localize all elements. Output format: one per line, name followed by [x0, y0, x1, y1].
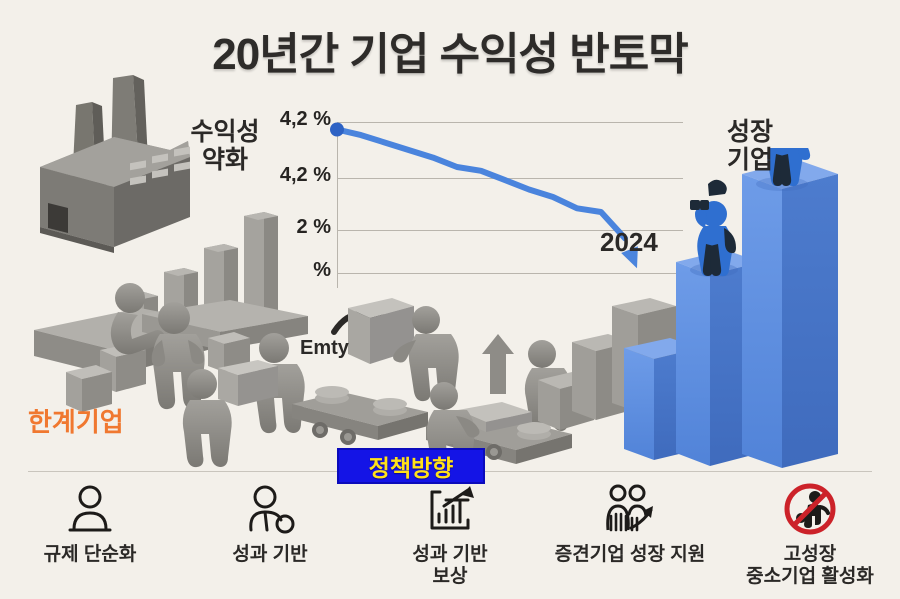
- two-people-growth-icon: [599, 482, 661, 538]
- y-tick-2: 2 %: [296, 216, 331, 239]
- y-tick-1: 4,2 %: [279, 164, 331, 187]
- up-arrow-icon: [482, 334, 514, 394]
- empty-label: Emty: [300, 337, 349, 359]
- policy-item-high-growth-sme[interactable]: 고성장 중소기업 활성화: [720, 482, 900, 588]
- prohibition-person-icon: [782, 482, 838, 538]
- chart-y-axis: [337, 122, 338, 288]
- policy-item-regulation-simplification[interactable]: 규제 단순화: [0, 482, 180, 566]
- profitability-line-chart: 4,2 % 4,2 % 2 % %: [280, 108, 683, 288]
- bar-chart-arrow-up-icon: [422, 482, 478, 538]
- y-tick-0: 4,2 %: [279, 108, 331, 131]
- conveyor-scene: [292, 298, 572, 472]
- person-with-ball-icon: [243, 482, 297, 538]
- policy-item-label: 고성장 중소기업 활성화: [746, 544, 874, 587]
- policy-direction-banner: 정책방향: [337, 448, 485, 484]
- policy-item-label: 성과 기반: [232, 544, 308, 565]
- y-tick-3: %: [313, 259, 331, 282]
- policy-items-row: 규제 단순화 성과 기반: [0, 482, 900, 597]
- gridline-3: 2 %: [297, 216, 683, 238]
- growth-company-label: 성장 기업: [726, 118, 773, 174]
- policy-item-label: 성과 기반 보상: [412, 544, 488, 587]
- marginal-company-label: 한계기업: [28, 407, 124, 437]
- policy-item-midsize-growth-support[interactable]: 증견기업 성장 지원: [540, 482, 720, 566]
- person-icon: [65, 482, 115, 538]
- policy-item-label: 증견기업 성장 지원: [554, 544, 706, 565]
- blue-bar-tall: [742, 160, 838, 468]
- growth-bars-illustration: [538, 148, 838, 468]
- series-arrowhead: [621, 246, 638, 269]
- profitability-decline-label: 수익성 약화: [190, 118, 260, 174]
- series-start-marker: [330, 122, 344, 137]
- conveyor-belt: [292, 386, 428, 445]
- worker-scene-left: [34, 283, 308, 468]
- figure-with-lightbulb: [756, 148, 811, 191]
- gridline-2: 4,2 %: [280, 164, 683, 186]
- policy-item-performance-based[interactable]: 성과 기반: [180, 482, 360, 566]
- factory-illustration: [40, 75, 190, 253]
- chart-line-series: [330, 122, 638, 269]
- year-annotation: 2024: [600, 227, 658, 257]
- series-polyline: [334, 126, 628, 242]
- gridline-1: 4,2 %: [280, 108, 683, 130]
- gridline-4: %: [313, 259, 683, 281]
- policy-item-label: 규제 단순화: [43, 544, 137, 565]
- worker-figure: [110, 283, 166, 355]
- policy-item-performance-reward[interactable]: 성과 기반 보상: [360, 482, 540, 588]
- figure-with-binoculars: [690, 179, 738, 277]
- worker-figure: [182, 369, 232, 468]
- page-title: 20년간 기업 수익성 반토막: [212, 30, 688, 79]
